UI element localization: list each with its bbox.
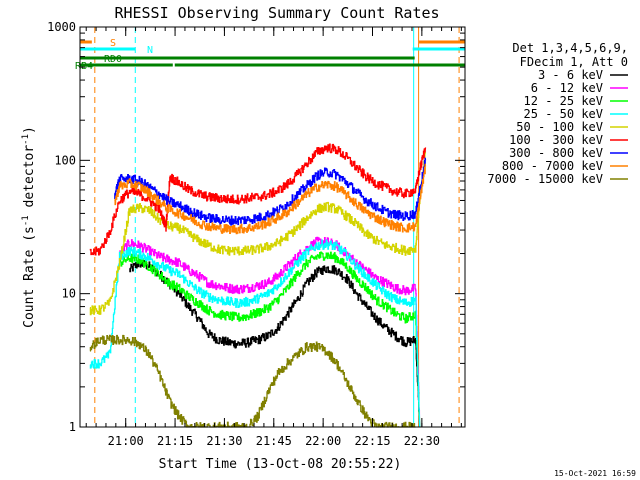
- legend-label-7000-15000-kev: 7000 - 15000 keV: [487, 172, 603, 186]
- y-tick-label: 1000: [47, 20, 76, 34]
- series-lines: [89, 143, 427, 428]
- x-tick-label: 21:00: [108, 434, 144, 448]
- y-tick-label: 1: [69, 420, 76, 434]
- flag-label-rb4: RB4: [75, 61, 93, 72]
- flag-label-s: S: [110, 38, 116, 49]
- series-line-6-12-kev: [119, 236, 421, 428]
- x-tick-label: 21:45: [256, 434, 292, 448]
- series-line-25-50-kev: [89, 239, 421, 428]
- legend-label-6-12-kev: 6 - 12 keV: [531, 81, 603, 95]
- legend-label-3-6-kev: 3 - 6 keV: [538, 68, 603, 82]
- flag-label-n: N: [147, 45, 153, 56]
- legend-header-line-2: FDecim 1, Att 0: [520, 55, 628, 69]
- chart-title: RHESSI Observing Summary Count Rates: [114, 4, 439, 22]
- legend-label-50-100-kev: 50 - 100 keV: [516, 120, 603, 134]
- y-tick-label: 100: [54, 153, 76, 167]
- axis-ticks: 1 10 100 1000 21:00 21:15 21:30 21:45 22:00 22:15…: [47, 20, 465, 448]
- legend-label-12-25-kev: 12 - 25 keV: [524, 94, 603, 108]
- x-tick-label: 22:00: [305, 434, 341, 448]
- plot-frame: [79, 26, 466, 428]
- legend: Det 1,3,4,5,6,9, FDecim 1, Att 0 3 - 6 k…: [487, 41, 628, 186]
- legend-label-300-800-kev: 300 - 800 keV: [509, 146, 603, 160]
- y-axis-label: Count Rate (s-1 detector-1): [21, 126, 37, 328]
- flag-label-rd0: RD0: [104, 54, 122, 65]
- footer-date: 15-Oct-2021 16:59: [554, 469, 636, 478]
- series-line-7000-15000-kev: [89, 334, 416, 428]
- series-line-50-100-kev: [89, 151, 427, 316]
- series-line-800-7000-kev: [114, 163, 427, 235]
- x-tick-label: 21:15: [157, 434, 193, 448]
- attenuator-flags: S N RD0 RB4: [75, 38, 465, 72]
- series-line-100-300-kev: [89, 143, 427, 256]
- legend-header-line-1: Det 1,3,4,5,6,9,: [512, 41, 628, 55]
- series-line-12-25-kev: [119, 251, 421, 428]
- x-axis-label: Start Time (13-Oct-08 20:55:22): [159, 457, 402, 472]
- x-tick-label: 21:30: [206, 434, 242, 448]
- x-tick-label: 22:30: [404, 434, 440, 448]
- y-tick-label: 10: [62, 287, 76, 301]
- legend-label-25-50-kev: 25 - 50 keV: [524, 107, 603, 121]
- legend-label-800-7000-kev: 800 - 7000 keV: [502, 159, 603, 173]
- x-tick-label: 22:15: [354, 434, 390, 448]
- legend-label-100-300-kev: 100 - 300 keV: [509, 133, 603, 147]
